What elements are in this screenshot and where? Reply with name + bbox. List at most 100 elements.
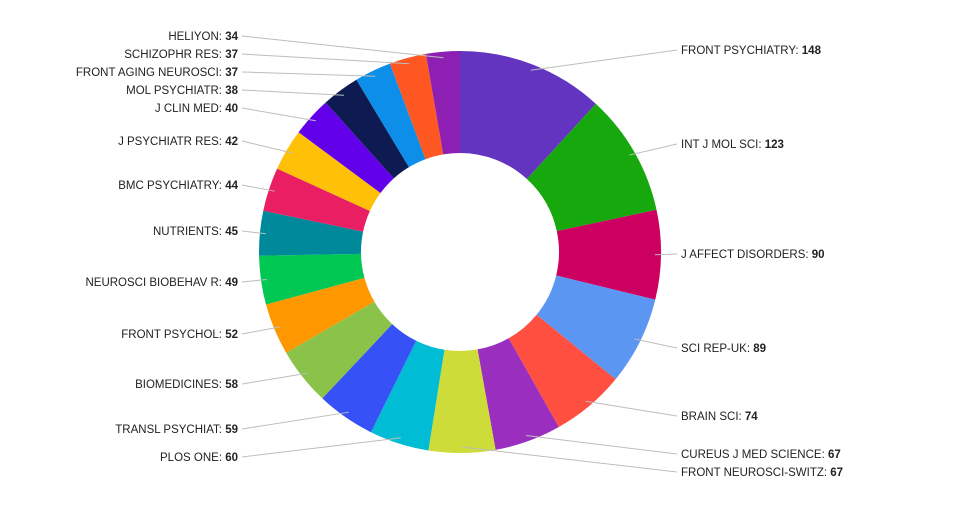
- slice-front-psychol[interactable]: [265, 277, 375, 353]
- slice-cureus-j-med-science[interactable]: [477, 338, 559, 450]
- leader-line-int-j-mol-sci: [629, 143, 678, 156]
- label-j-affect-disorders: J AFFECT DISORDERS: 90: [681, 249, 825, 261]
- leader-line-front-neurosci-switz: [461, 446, 678, 473]
- slice-nutrients[interactable]: [258, 210, 364, 256]
- label-value: 49: [225, 277, 238, 289]
- label-value: 67: [828, 449, 841, 461]
- label-j-psychiatr-res: J PSYCHIATR RES: 42: [118, 136, 238, 148]
- slice-int-j-mol-sci[interactable]: [526, 103, 657, 232]
- label-value: 89: [753, 343, 766, 355]
- label-value: 52: [225, 329, 238, 341]
- slice-biomedicines[interactable]: [286, 301, 393, 399]
- slice-transl-psychiat[interactable]: [322, 324, 417, 433]
- label-value: 44: [225, 180, 238, 192]
- leader-line-cureus-j-med-science: [526, 434, 678, 455]
- leader-line-sci-rep-uk: [634, 338, 678, 349]
- leader-line-front-aging-neurosci: [241, 71, 376, 77]
- label-value: 58: [225, 379, 238, 391]
- slice-bmc-psychiatry[interactable]: [263, 168, 370, 232]
- leader-line-transl-psychiat: [241, 411, 349, 430]
- slice-j-psychiatr-res[interactable]: [277, 132, 381, 211]
- leader-line-j-clin-med: [241, 107, 316, 122]
- label-name: FRONT AGING NEUROSCI:: [76, 67, 225, 79]
- label-heliyon: HELIYON: 34: [168, 31, 238, 43]
- slice-neurosci-biobehav-r[interactable]: [259, 253, 365, 305]
- label-value: 59: [225, 424, 238, 436]
- slice-front-psychiatry[interactable]: [460, 51, 596, 180]
- slice-schizophr-res[interactable]: [389, 53, 444, 160]
- leader-line-brain-sci: [585, 400, 678, 417]
- slice-j-clin-med[interactable]: [298, 102, 394, 194]
- leader-line-schizophr-res: [241, 53, 410, 65]
- label-value: 148: [802, 45, 822, 57]
- label-name: FRONT NEUROSCI-SWITZ:: [681, 467, 830, 479]
- label-name: NUTRIENTS:: [153, 226, 225, 238]
- label-bmc-psychiatry: BMC PSYCHIATRY: 44: [118, 180, 238, 192]
- label-value: 60: [225, 452, 238, 464]
- leader-line-mol-psychiatr: [241, 89, 345, 96]
- label-front-neurosci-switz: FRONT NEUROSCI-SWITZ: 67: [681, 467, 843, 479]
- label-name: J AFFECT DISORDERS:: [681, 249, 812, 261]
- label-name: HELIYON:: [168, 31, 225, 43]
- label-name: SCI REP-UK:: [681, 343, 753, 355]
- leader-line-j-affect-disorders: [654, 253, 678, 256]
- label-name: MOL PSYCHIATR:: [126, 85, 225, 97]
- label-value: 45: [225, 226, 238, 238]
- label-name: BRAIN SCI:: [681, 411, 745, 423]
- label-front-psychiatry: FRONT PSYCHIATRY: 148: [681, 45, 822, 57]
- leader-line-heliyon: [241, 35, 444, 59]
- leader-line-neurosci-biobehav-r: [241, 279, 268, 283]
- slice-front-neurosci-switz[interactable]: [428, 349, 496, 453]
- leader-line-biomedicines: [241, 372, 308, 385]
- leader-line-plos-one: [241, 437, 401, 458]
- label-cureus-j-med-science: CUREUS J MED SCIENCE: 67: [681, 449, 841, 461]
- label-brain-sci: BRAIN SCI: 74: [681, 411, 758, 423]
- label-value: 37: [225, 67, 238, 79]
- label-value: 42: [225, 136, 238, 148]
- slice-plos-one[interactable]: [370, 340, 445, 451]
- label-name: J CLIN MED:: [155, 103, 225, 115]
- label-transl-psychiat: TRANSL PSYCHIAT: 59: [115, 424, 238, 436]
- slice-j-affect-disorders[interactable]: [556, 209, 661, 300]
- label-name: CUREUS J MED SCIENCE:: [681, 449, 828, 461]
- label-schizophr-res: SCHIZOPHR RES: 37: [124, 49, 238, 61]
- label-neurosci-biobehav-r: NEUROSCI BIOBEHAV R: 49: [85, 277, 238, 289]
- leader-line-front-psychol: [241, 326, 281, 335]
- leader-line-nutrients: [241, 230, 266, 235]
- label-name: PLOS ONE:: [160, 452, 225, 464]
- label-name: FRONT PSYCHIATRY:: [681, 45, 802, 57]
- label-plos-one: PLOS ONE: 60: [160, 452, 238, 464]
- label-value: 37: [225, 49, 238, 61]
- label-front-psychol: FRONT PSYCHOL: 52: [121, 329, 238, 341]
- label-name: TRANSL PSYCHIAT:: [115, 424, 225, 436]
- slice-sci-rep-uk[interactable]: [536, 275, 656, 380]
- slice-mol-psychiatr[interactable]: [325, 79, 409, 179]
- donut-slices: [258, 51, 661, 453]
- label-biomedicines: BIOMEDICINES: 58: [135, 379, 239, 391]
- label-name: SCHIZOPHR RES:: [124, 49, 225, 61]
- slice-front-aging-neurosci[interactable]: [356, 63, 426, 168]
- label-value: 90: [812, 249, 825, 261]
- label-value: 34: [225, 31, 238, 43]
- label-int-j-mol-sci: INT J MOL SCI: 123: [681, 139, 784, 151]
- label-name: NEUROSCI BIOBEHAV R:: [85, 277, 225, 289]
- leader-line-bmc-psychiatry: [241, 184, 275, 192]
- slice-heliyon[interactable]: [425, 51, 460, 155]
- label-value: 123: [765, 139, 784, 151]
- label-sci-rep-uk: SCI REP-UK: 89: [681, 343, 766, 355]
- label-value: 74: [745, 411, 758, 423]
- slice-labels: FRONT PSYCHIATRY: 148 INT J MOL SCI: 123 J…: [76, 31, 843, 479]
- label-name: BMC PSYCHIATRY:: [118, 180, 225, 192]
- label-front-aging-neurosci: FRONT AGING NEUROSCI: 37: [76, 67, 238, 79]
- label-name: FRONT PSYCHOL:: [121, 329, 225, 341]
- label-nutrients: NUTRIENTS: 45: [153, 226, 239, 238]
- leader-lines: [241, 35, 678, 473]
- label-name: BIOMEDICINES:: [135, 379, 225, 391]
- leader-line-front-psychiatry: [530, 49, 678, 71]
- label-value: 67: [830, 467, 843, 479]
- slice-brain-sci[interactable]: [508, 314, 616, 428]
- label-name: INT J MOL SCI:: [681, 139, 765, 151]
- leader-line-j-psychiatr-res: [241, 140, 293, 154]
- label-name: J PSYCHIATR RES:: [118, 136, 225, 148]
